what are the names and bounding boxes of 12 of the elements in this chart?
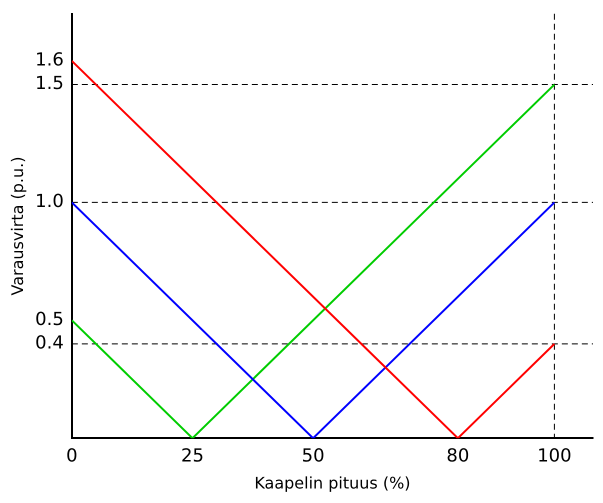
- x-tick-label: 25: [181, 446, 204, 467]
- x-tick-label: 50: [302, 446, 325, 467]
- x-axis-title: Kaapelin pituus (%): [254, 474, 411, 493]
- y-tick-label: 0.5: [35, 308, 64, 330]
- x-tick-label: 0: [66, 446, 78, 467]
- y-axis-title: Varausvirta (p.u.): [8, 156, 27, 296]
- y-tick-label: 1.6: [35, 50, 64, 71]
- y-tick-label: 1.0: [35, 191, 64, 212]
- x-tick-label: 100: [537, 446, 572, 467]
- x-tick-label: 80: [446, 446, 470, 467]
- y-tick-label: 1.5: [35, 73, 64, 94]
- y-tick-label: 0.4: [35, 332, 64, 354]
